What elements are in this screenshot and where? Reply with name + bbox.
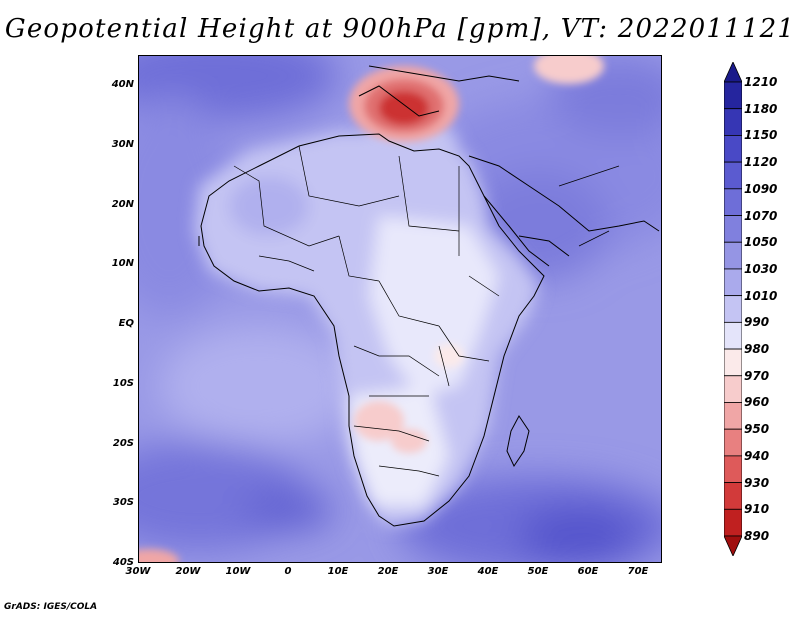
low-height-centres — [139, 56, 604, 562]
colorbar-swatch — [724, 295, 742, 323]
colorbar-swatch — [724, 402, 742, 430]
lon-tick-label: 50E — [527, 566, 549, 577]
colorbar-level-label: 1010 — [744, 288, 778, 303]
lon-tick-label: 0 — [284, 566, 292, 577]
colorbar-level-label: 930 — [744, 475, 770, 490]
colorbar-swatch — [724, 215, 742, 243]
lon-tick-label: 10E — [327, 566, 349, 577]
lat-tick-label: 10S — [112, 377, 134, 389]
lon-tick-label: 60E — [577, 566, 599, 577]
lon-tick-label: 10W — [225, 566, 251, 577]
lon-tick-label: 40E — [477, 566, 499, 577]
map-panel — [138, 55, 662, 563]
country-borders — [233, 145, 620, 477]
colorbar — [724, 62, 742, 556]
colorbar-swatch — [724, 268, 742, 297]
lat-tick-label: 40S — [112, 557, 134, 568]
colorbar-swatch — [724, 455, 742, 483]
colorbar-level-label: 1050 — [744, 235, 778, 250]
colorbar-swatch — [724, 188, 742, 216]
colorbar-level-label: 1030 — [744, 261, 778, 276]
chart-title: Geopotential Height at 900hPa [gpm], VT:… — [4, 14, 796, 44]
colorbar-level-label: 1210 — [744, 75, 778, 89]
colorbar-level-label: 1150 — [744, 128, 778, 143]
credit-text: GrADS: IGES/COLA — [4, 602, 98, 612]
colorbar-bottom-triangle — [724, 535, 742, 556]
colorbar-swatch — [724, 321, 742, 350]
colorbar-swatch — [724, 108, 742, 136]
colorbar-swatch — [724, 241, 742, 270]
colorbar-level-label: 940 — [744, 448, 770, 463]
colorbar-swatch — [724, 81, 742, 110]
lat-tick-label: 20N — [111, 198, 134, 210]
colorbar-level-label: 1070 — [744, 208, 778, 223]
colorbar-level-label: 1090 — [744, 181, 778, 196]
lat-tick-label: 40N — [111, 79, 134, 90]
lon-tick-label: 20W — [175, 566, 201, 577]
colorbar-level-label: 890 — [744, 529, 770, 543]
lat-tick-label: 10N — [111, 258, 134, 270]
lon-tick-label: 70E — [627, 566, 649, 577]
colorbar-top-triangle — [724, 62, 742, 83]
colorbar-swatch — [724, 508, 742, 537]
colorbar-swatch — [724, 135, 742, 163]
colorbar-level-label: 970 — [744, 368, 770, 383]
lat-tick-label: 30S — [112, 497, 134, 509]
colorbar-level-label: 980 — [744, 342, 770, 357]
colorbar-level-label: 990 — [744, 315, 770, 330]
lon-tick-label: 20E — [377, 566, 399, 577]
colorbar-level-label: 1120 — [744, 155, 778, 170]
lon-tick-label: 30W — [125, 566, 151, 577]
lat-tick-label: EQ — [118, 318, 134, 329]
colorbar-swatch — [724, 161, 742, 190]
colorbar-swatch — [724, 428, 742, 457]
colorbar-level-label: 1180 — [744, 101, 778, 116]
colorbar-level-label: 960 — [744, 395, 770, 410]
lat-tick-label: 20S — [112, 437, 134, 449]
colorbar-swatch — [724, 482, 742, 510]
lon-tick-label: 30E — [427, 566, 449, 577]
coastlines — [198, 65, 660, 527]
colorbar-swatch — [724, 375, 742, 403]
colorbar-level-label: 910 — [744, 502, 770, 517]
lat-tick-label: 30N — [111, 138, 134, 150]
colorbar-swatch — [724, 348, 742, 377]
map-canvas — [139, 56, 661, 562]
colorbar-level-label: 950 — [744, 422, 770, 437]
